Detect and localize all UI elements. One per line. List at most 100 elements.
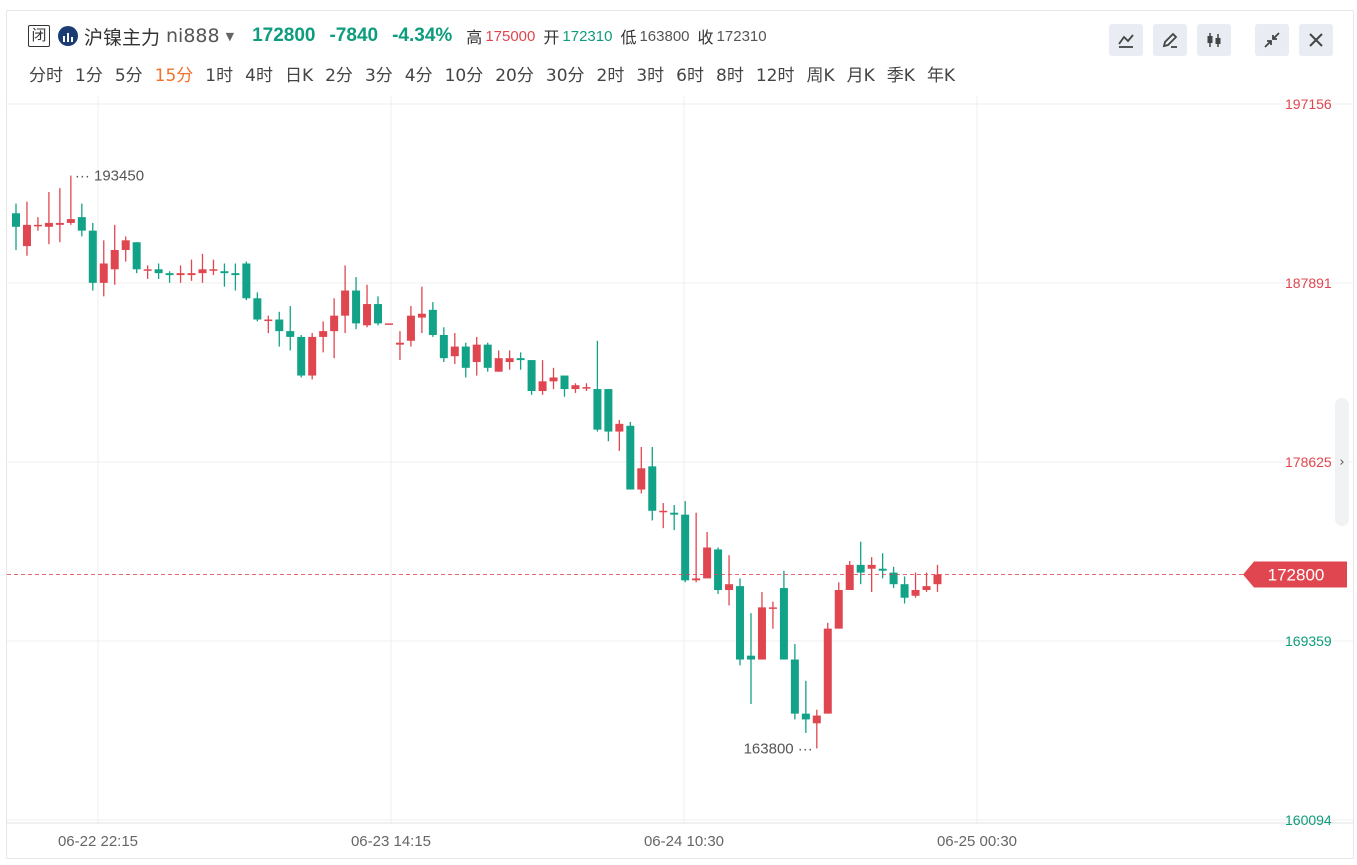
- period-tab[interactable]: 年K: [926, 66, 956, 86]
- side-panel-toggle[interactable]: ›: [1335, 398, 1349, 526]
- candle: [110, 224, 119, 285]
- candle-body: [319, 331, 328, 337]
- period-tab[interactable]: 分时: [29, 66, 63, 86]
- candle-body: [801, 713, 810, 720]
- period-tab[interactable]: 2分: [325, 66, 353, 86]
- candle-body: [110, 249, 119, 270]
- candle-body: [779, 588, 788, 660]
- candle: [374, 296, 383, 326]
- candle-body: [527, 360, 536, 392]
- period-tab[interactable]: 周K: [806, 66, 835, 86]
- candle-body: [922, 586, 931, 590]
- candle-body: [450, 346, 459, 357]
- close-icon: [1309, 33, 1323, 47]
- period-tab[interactable]: 8时: [716, 66, 744, 86]
- line-style-button[interactable]: [1109, 24, 1143, 56]
- period-tab[interactable]: 1时: [205, 66, 234, 86]
- market-status-badge: 闭: [28, 25, 50, 47]
- period-tab[interactable]: 月K: [846, 66, 875, 86]
- period-tab[interactable]: 2时: [596, 66, 625, 86]
- candle-body: [231, 273, 240, 276]
- candlestick-chart[interactable]: 197156 187891 178625 169359 160094 06-22 22:1…: [7, 96, 1353, 856]
- candle: [352, 277, 361, 330]
- period-tab[interactable]: 日K: [284, 66, 314, 86]
- candle: [911, 572, 920, 598]
- candle: [44, 192, 53, 245]
- candle-body: [264, 319, 273, 322]
- candle-body: [461, 346, 470, 368]
- period-tab[interactable]: 12时: [755, 66, 795, 86]
- candle-body: [714, 549, 723, 590]
- candle: [582, 383, 591, 392]
- candle-body: [428, 309, 437, 335]
- period-tab[interactable]: 15分: [154, 66, 194, 86]
- candle-body: [790, 659, 799, 714]
- candle-body: [549, 377, 558, 382]
- draw-pen-icon: [1162, 32, 1178, 48]
- candle: [834, 582, 843, 629]
- period-tab[interactable]: 3时: [636, 66, 665, 86]
- period-tab[interactable]: 1分: [75, 66, 103, 86]
- y-axis-tick-label: 169359: [1285, 633, 1332, 649]
- candle: [99, 240, 108, 297]
- candle-body: [604, 389, 613, 432]
- candle-body: [626, 425, 635, 490]
- candle-body: [637, 468, 646, 490]
- low-label: 低: [620, 28, 637, 47]
- candle: [483, 342, 492, 372]
- candle-body: [143, 269, 152, 271]
- candle: [637, 447, 646, 494]
- candle: [132, 242, 141, 274]
- candle-body: [341, 290, 350, 316]
- candle-body: [472, 344, 481, 363]
- period-tab[interactable]: 4分: [404, 66, 433, 86]
- period-tab[interactable]: 6时: [676, 66, 704, 86]
- candle: [341, 265, 350, 334]
- candle-body: [746, 655, 755, 660]
- period-tab[interactable]: 30分: [545, 66, 585, 86]
- collapse-button[interactable]: [1255, 24, 1289, 56]
- candle-body: [417, 313, 426, 318]
- period-tab[interactable]: 4时: [245, 66, 273, 86]
- candle-body: [538, 381, 547, 392]
- candle-body: [516, 358, 525, 361]
- candle-body: [220, 271, 229, 274]
- candle: [209, 259, 218, 276]
- y-axis-tick-label: 197156: [1285, 96, 1332, 112]
- candle-body: [352, 290, 361, 324]
- candle: [395, 331, 404, 361]
- candle-body: [439, 334, 448, 359]
- period-tab[interactable]: 3分: [364, 66, 393, 86]
- symbol-code[interactable]: ni888: [166, 25, 220, 47]
- close-button[interactable]: [1299, 24, 1333, 56]
- y-axis-tick-label: 160094: [1285, 812, 1332, 828]
- candle: [626, 421, 635, 490]
- candle: [176, 265, 185, 283]
- candle-body: [77, 217, 86, 231]
- symbol-name[interactable]: 沪镍主力: [84, 26, 161, 49]
- symbol-dropdown-chevron-icon[interactable]: ▼: [225, 29, 235, 43]
- candle: [659, 503, 668, 529]
- period-tab[interactable]: 季K: [886, 66, 915, 86]
- x-axis-tick-label: 06-24 10:30: [644, 833, 724, 850]
- candle: [319, 321, 328, 353]
- period-tab[interactable]: 10分: [444, 66, 484, 86]
- candle-body: [505, 358, 514, 363]
- period-tab[interactable]: 5分: [114, 66, 143, 86]
- candle: [494, 350, 503, 372]
- candle: [439, 327, 448, 363]
- current-price-tag: [1243, 561, 1347, 588]
- candle: [198, 253, 207, 283]
- candle: [231, 263, 240, 291]
- candle: [12, 203, 20, 250]
- candle-body: [165, 273, 174, 276]
- draw-tool-button[interactable]: [1153, 24, 1187, 56]
- candle: [648, 447, 657, 521]
- candle: [187, 259, 196, 281]
- period-tab[interactable]: 20分: [495, 66, 534, 86]
- chart-type-button[interactable]: [1197, 24, 1231, 56]
- candle-body: [297, 336, 306, 376]
- candle: [264, 315, 273, 334]
- candle-body: [363, 304, 372, 326]
- y-axis-tick-label: 178625: [1285, 454, 1332, 470]
